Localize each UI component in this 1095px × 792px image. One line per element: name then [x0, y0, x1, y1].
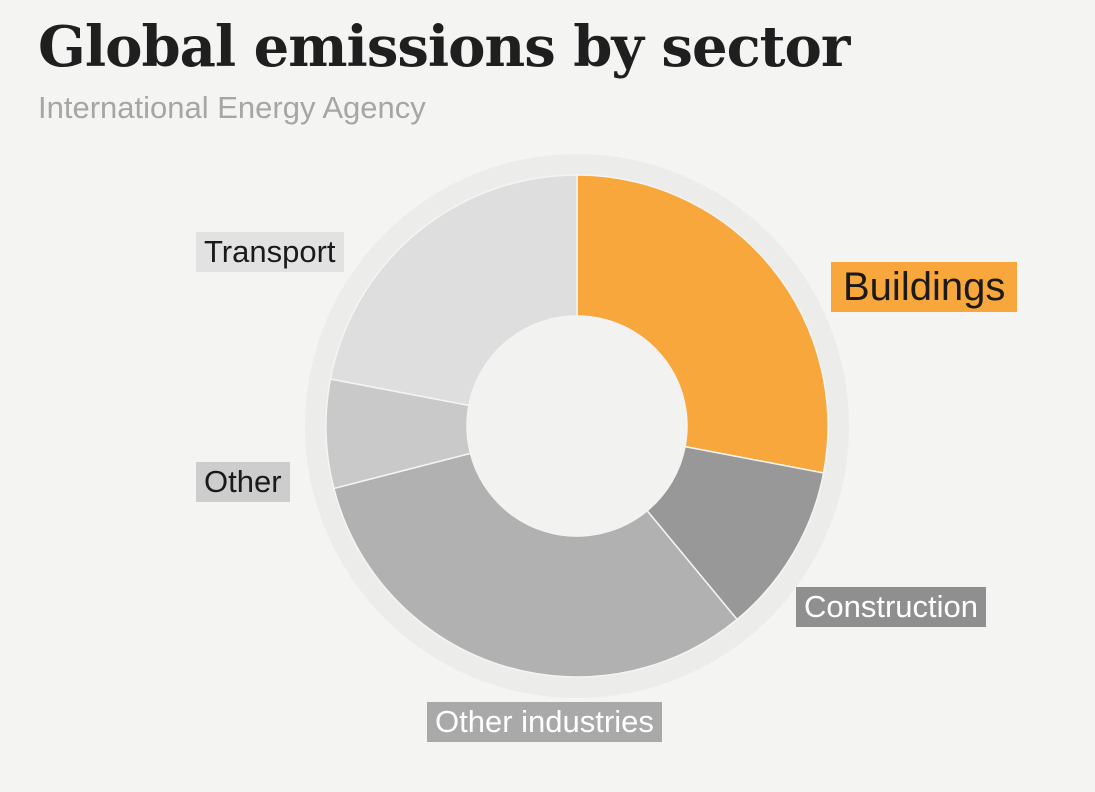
donut-hole [467, 316, 687, 536]
slice-label-other: Other [196, 462, 290, 502]
chart-title: Global emissions by sector [38, 14, 850, 80]
slice-label-transport: Transport [196, 232, 344, 272]
slice-label-other-industries: Other industries [427, 702, 662, 742]
slice-label-buildings: Buildings [831, 262, 1018, 312]
chart-subtitle: International Energy Agency [38, 90, 426, 125]
donut-slices [325, 174, 829, 678]
slice-label-construction: Construction [796, 587, 987, 627]
